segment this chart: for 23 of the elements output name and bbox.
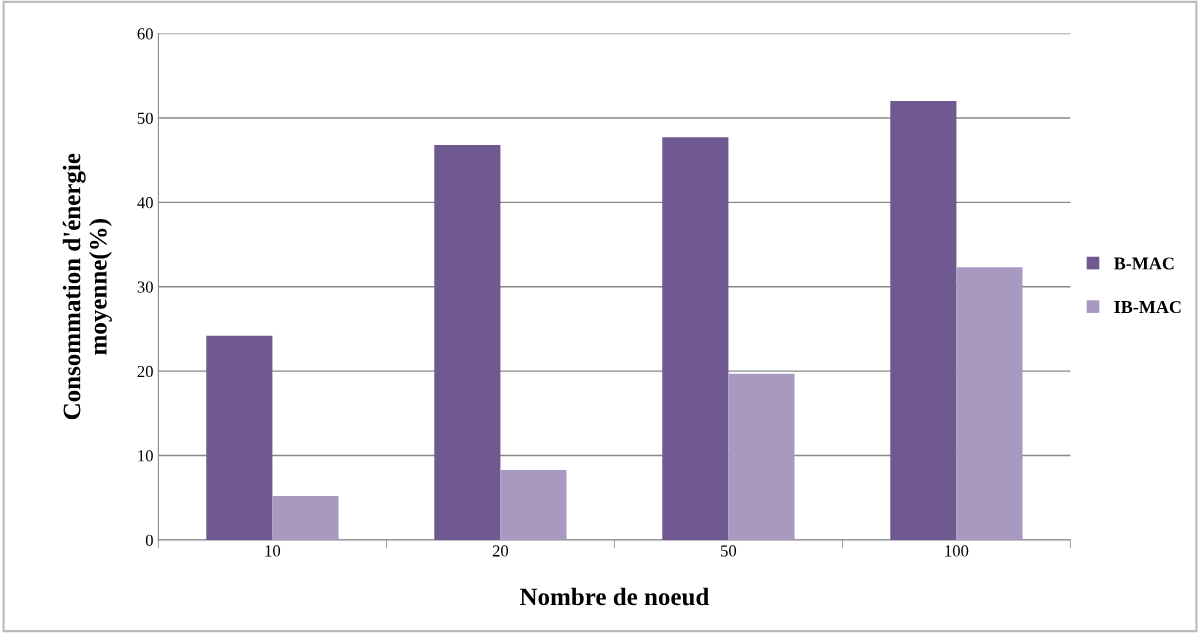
x-tick-label: 20 <box>492 545 509 557</box>
bar <box>662 137 729 540</box>
x-tick-label: 100 <box>945 545 969 557</box>
y-axis-title: Consommation d'énergie moyenne(%) <box>62 153 112 420</box>
x-tick-label: 10 <box>265 545 281 557</box>
y-tick-label: 60 <box>137 28 153 40</box>
legend-label: IB-MAC <box>1114 300 1181 314</box>
x-axis-title: Nombre de noeud <box>519 587 710 606</box>
y-tick-label: 0 <box>145 534 153 546</box>
bar <box>500 469 567 540</box>
y-tick-label: 50 <box>137 112 153 124</box>
bar <box>272 496 339 540</box>
x-tick-label: 50 <box>721 545 737 557</box>
y-tick-label: 10 <box>138 450 153 462</box>
legend-label: B-MAC <box>1114 257 1174 270</box>
bar <box>728 373 795 540</box>
y-tick-label: 20 <box>137 365 153 378</box>
bar <box>956 267 1023 540</box>
bar <box>206 335 273 540</box>
y-tick-label: 40 <box>137 197 153 209</box>
bar <box>890 101 957 540</box>
y-tick-label: 30 <box>137 281 153 293</box>
bar <box>434 144 501 540</box>
